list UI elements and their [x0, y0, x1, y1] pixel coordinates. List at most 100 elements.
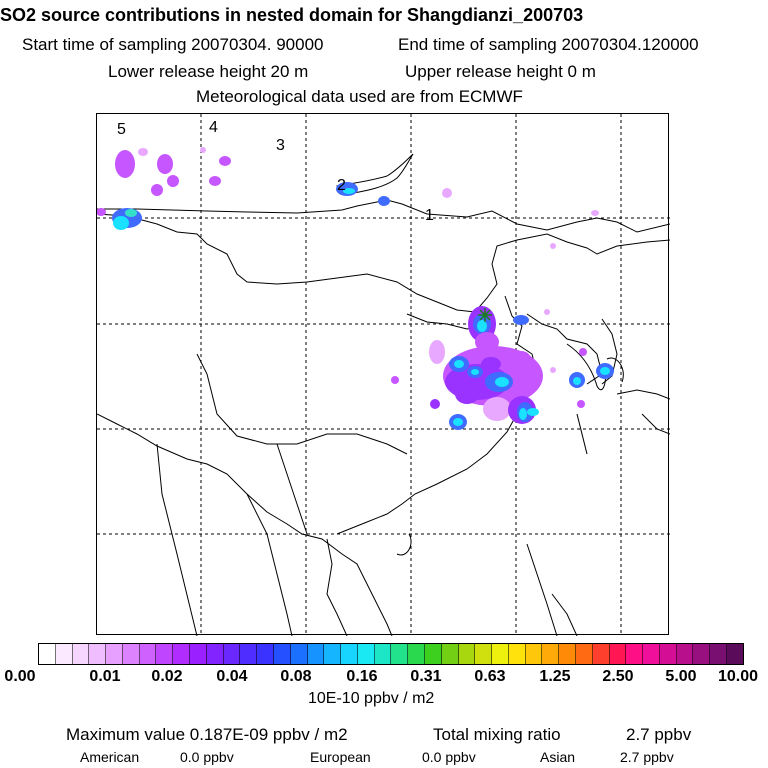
colorbar-segment	[223, 644, 241, 664]
plume-blob	[429, 340, 445, 364]
plume-blob	[573, 377, 581, 385]
plume-blob	[544, 309, 550, 315]
colorbar-segment	[676, 644, 694, 664]
american-value: 0.0 ppbv	[180, 749, 234, 765]
colorbar-segment	[441, 644, 459, 664]
plume-blob	[550, 243, 556, 249]
colorbar-tick: 0.63	[474, 668, 506, 685]
region-label-1: 1	[425, 207, 434, 224]
plume-blob	[495, 377, 509, 387]
plume-blob	[430, 399, 440, 409]
plume-blob	[115, 150, 135, 178]
region-label-5: 5	[117, 121, 126, 138]
plume-blob	[579, 348, 587, 356]
colorbar-segment	[106, 644, 123, 664]
colorbar-tick: 0.16	[346, 668, 378, 685]
region-label-2: 2	[337, 177, 346, 194]
colorbar-tick: 0.00	[4, 668, 36, 685]
colorbar-segment	[391, 644, 409, 664]
colorbar-segment	[257, 644, 274, 664]
total-mixing-value: 2.7 ppbv	[626, 725, 692, 744]
plume-blob	[97, 208, 106, 216]
plume-blob	[527, 408, 539, 416]
plume-blob	[343, 188, 355, 194]
start-time: Start time of sampling 20070304. 90000	[22, 35, 324, 54]
map-panel: 1 2 3 4 5	[96, 113, 670, 636]
colorbar-segment	[357, 644, 375, 664]
colorbar-segment	[576, 644, 593, 664]
colorbar-segment	[458, 644, 476, 664]
colorbar-segment	[307, 644, 325, 664]
colorbar-segment	[492, 644, 509, 664]
colorbar-segment	[139, 644, 157, 664]
plume-blob	[151, 184, 163, 196]
colorbar-segment	[240, 644, 258, 664]
colorbar-segment	[592, 644, 610, 664]
plume-overlays	[97, 147, 614, 430]
plume-blob	[209, 176, 221, 186]
colorbar-segment	[408, 644, 425, 664]
plume-blob	[453, 418, 463, 426]
plume-blob	[219, 156, 231, 166]
colorbar	[38, 643, 744, 665]
map-svg: 1 2 3 4 5	[97, 114, 670, 636]
plume-blob	[513, 315, 529, 325]
colorbar-segment	[273, 644, 291, 664]
plume-blob	[550, 367, 556, 373]
colorbar-tick: 2.50	[602, 668, 634, 685]
coastlines	[97, 153, 670, 636]
colorbar-tick: 10.00	[717, 668, 759, 685]
plume-blob	[125, 209, 137, 217]
upper-release-height: Upper release height 0 m	[405, 62, 596, 81]
plume-blob	[511, 351, 531, 367]
plume-blob	[471, 369, 479, 375]
plume-blob	[483, 397, 511, 421]
colorbar-segment	[290, 644, 308, 664]
colorbar-tick: 0.01	[89, 668, 121, 685]
plume-blob	[454, 360, 464, 368]
colorbar-segment	[156, 644, 174, 664]
colorbar-segment	[89, 644, 107, 664]
asian-value: 2.7 ppbv	[620, 749, 674, 765]
colorbar-tick: 0.08	[280, 668, 312, 685]
max-value: Maximum value 0.187E-09 ppbv / m2	[66, 725, 348, 744]
european-value: 0.0 ppbv	[422, 749, 476, 765]
plume-blob	[138, 148, 148, 156]
colorbar-tick: 0.04	[216, 668, 248, 685]
plume-blob	[167, 175, 179, 187]
plume-blob	[455, 384, 479, 404]
colorbar-tick: 5.00	[665, 668, 697, 685]
colorbar-units: 10E-10 ppbv / m2	[308, 690, 435, 707]
colorbar-segment	[626, 644, 644, 664]
lower-release-height: Lower release height 20 m	[108, 62, 309, 81]
colorbar-segment	[659, 644, 677, 664]
colorbar-segment	[542, 644, 560, 664]
end-time: End time of sampling 20070304.120000	[398, 35, 699, 54]
colorbar-tick: 0.31	[410, 668, 442, 685]
colorbar-segment	[710, 644, 728, 664]
plume-blob	[113, 216, 129, 230]
colorbar-segment	[341, 644, 358, 664]
plume-blob	[481, 357, 501, 371]
colorbar-segment	[525, 644, 543, 664]
page-title: SO2 source contributions in nested domai…	[0, 5, 584, 25]
total-mixing-label: Total mixing ratio	[433, 725, 561, 744]
plume-blob	[600, 367, 610, 375]
plume-blob	[519, 408, 527, 420]
plume-blob	[577, 400, 585, 408]
colorbar-segment	[374, 644, 392, 664]
plume-blob	[378, 196, 390, 206]
colorbar-segment	[693, 644, 711, 664]
plume-blob	[157, 154, 173, 174]
colorbar-tick: 1.25	[539, 668, 571, 685]
colorbar-segment	[727, 644, 743, 664]
plume-blob	[591, 210, 599, 216]
plume-blob	[391, 376, 399, 384]
colorbar-tick: 0.02	[151, 668, 183, 685]
plume-blob	[200, 147, 206, 153]
region-label-4: 4	[209, 119, 218, 136]
colorbar-segment	[72, 644, 90, 664]
plume-blob	[442, 188, 452, 198]
met-data-source: Meteorological data used are from ECMWF	[196, 87, 523, 106]
map-grid	[97, 114, 670, 636]
